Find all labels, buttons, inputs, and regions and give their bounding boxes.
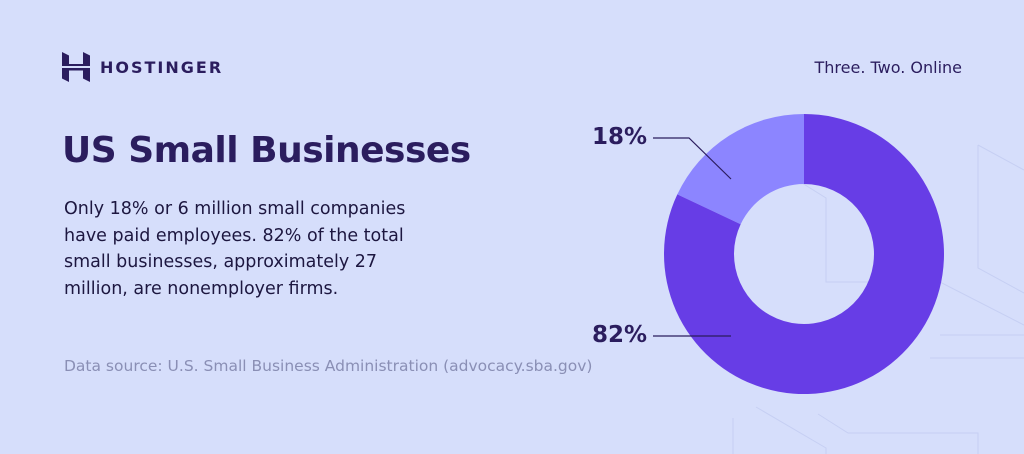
donut-slice-nonemployer	[664, 114, 944, 394]
description-text: Only 18% or 6 million small companies ha…	[64, 199, 406, 299]
brand-name: HOSTINGER	[100, 57, 224, 77]
donut-slice-employer	[677, 114, 804, 225]
label-nonemployer-pct: 82%	[592, 322, 648, 348]
label-employer-pct: 18%	[592, 124, 648, 150]
tagline: Three. Two. Online	[814, 58, 963, 77]
callout-line-18	[653, 137, 732, 180]
hostinger-h-logo-icon	[62, 52, 90, 82]
brand-logo: HOSTINGER	[62, 52, 223, 82]
data-source-text: Data source: U.S. Small Business Adminis…	[64, 357, 593, 375]
page-title: US Small Businesses	[62, 130, 471, 171]
